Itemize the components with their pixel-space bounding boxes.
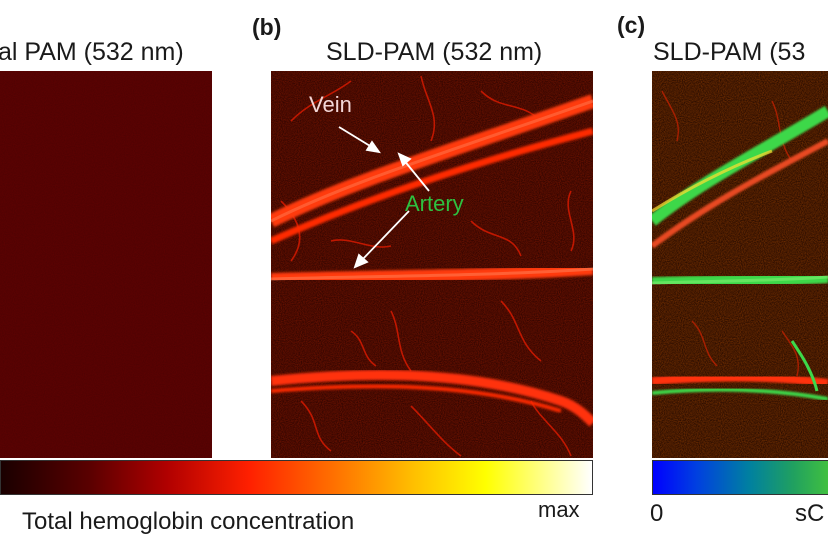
so2-colorbar-partial-label: sC (795, 500, 825, 527)
vein-label: Vein (309, 92, 352, 117)
artery-label: Artery (405, 191, 464, 216)
so2-colorbar (652, 460, 828, 495)
panel-c-title: SLD-PAM (53 (653, 38, 806, 66)
panel-a-noise (0, 71, 212, 458)
panel-b-label: (b) (252, 14, 282, 40)
hb-colorbar-max-label: max (538, 497, 580, 522)
hb-colorbar (0, 460, 593, 495)
hb-colorbar-caption: Total hemoglobin concentration (22, 508, 355, 535)
panel-c-image (652, 71, 828, 458)
panel-b-vessels (271, 71, 593, 458)
so2-colorbar-min-label: 0 (650, 500, 664, 527)
panel-b-title: SLD-PAM (532 nm) (326, 38, 543, 66)
panel-c-vessels (652, 71, 828, 458)
panel-a-title: al PAM (532 nm) (0, 38, 184, 66)
panel-c-label: (c) (617, 12, 646, 38)
panel-b-image: Vein Artery (271, 71, 593, 458)
panel-a-image (0, 71, 212, 458)
